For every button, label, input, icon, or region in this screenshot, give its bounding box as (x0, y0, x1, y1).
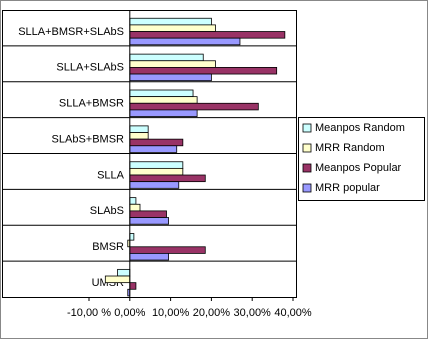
bar (129, 17, 212, 26)
y-tick-label: SLLA+BMSR (59, 98, 124, 110)
bar (129, 102, 259, 111)
legend-box (298, 117, 425, 201)
bar (117, 268, 131, 277)
legend-swatch (302, 143, 312, 153)
bar (129, 174, 206, 183)
bar (129, 210, 167, 218)
bar (104, 275, 131, 284)
bar (129, 181, 180, 189)
bar (129, 24, 216, 32)
legend-label: MRR popular (315, 182, 380, 194)
bar (129, 203, 141, 212)
bar (129, 167, 184, 176)
bar (129, 73, 212, 82)
bar (129, 67, 278, 75)
y-tick-label: SLLA+SLAbS (56, 62, 124, 74)
bar (129, 145, 178, 153)
bar (129, 253, 169, 261)
plot-frame (2, 10, 297, 298)
x-tick-label: 10,00% (152, 307, 190, 319)
bar (129, 246, 206, 254)
x-tick-label: 30,00% (234, 307, 272, 319)
bar (129, 138, 184, 147)
x-tick-label: 20,00% (193, 307, 231, 319)
bar (129, 282, 137, 290)
y-tick-label: SLLA+BMSR+SLAbS (18, 26, 124, 38)
bar (129, 109, 198, 117)
bar (129, 31, 286, 39)
y-tick-label: SLAbS+BMSR (52, 133, 125, 145)
x-tick-label: -10,00 % (67, 307, 111, 319)
bar (129, 60, 216, 68)
legend-swatch (302, 123, 312, 133)
y-tick-label: BMSR (92, 241, 124, 253)
legend-swatch (302, 163, 312, 173)
bar (129, 37, 241, 46)
x-tick-label: 40,00% (274, 307, 312, 319)
bar (129, 89, 194, 98)
bar (129, 233, 135, 241)
bar (129, 197, 137, 205)
bar (129, 53, 204, 62)
legend-label: Meanpos Popular (315, 162, 402, 174)
legend-label: MRR Random (315, 142, 385, 154)
x-tick-label: 0,00% (114, 307, 145, 319)
bar (129, 217, 169, 225)
legend-swatch (302, 183, 312, 193)
legend-label: Meanpos Random (315, 122, 405, 134)
y-tick-label: SLAbS (90, 205, 124, 217)
bar (129, 161, 184, 169)
bar (129, 125, 149, 133)
y-tick-label: SLLA (97, 169, 125, 181)
bar (129, 96, 198, 104)
bar (129, 132, 149, 140)
